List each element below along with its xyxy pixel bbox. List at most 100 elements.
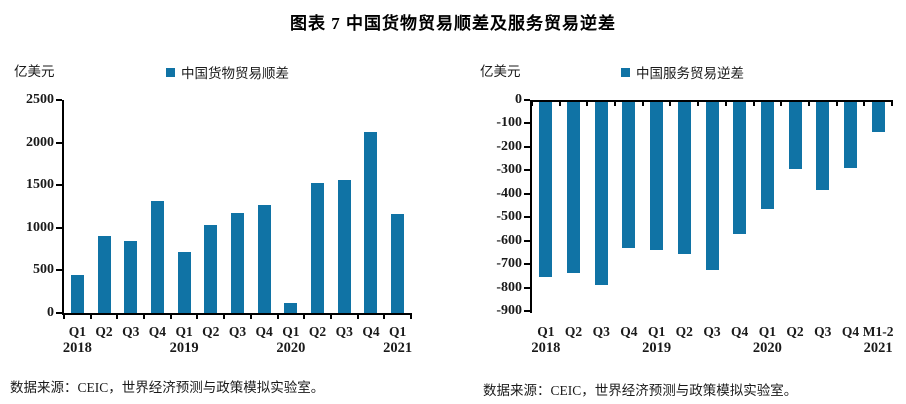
x-axis-tick [196, 315, 199, 319]
x-axis-tick-label: Q1 [282, 324, 300, 339]
x-axis-tick-label: Q1 [175, 324, 193, 339]
x-axis-tick [116, 315, 119, 319]
y-axis-tick [524, 239, 530, 242]
y-axis-tick [524, 192, 530, 195]
x-axis-tick [863, 102, 866, 106]
bar [567, 102, 581, 274]
y-axis-tick [56, 226, 62, 229]
x-axis-year-label: 2019 [169, 340, 199, 356]
x-axis-tick-label: Q2 [786, 324, 804, 339]
x-axis-tick [697, 102, 700, 106]
x-axis-tick-label: Q1 [389, 324, 407, 339]
y-axis-tick [524, 216, 530, 219]
y-axis-tick [56, 312, 62, 314]
x-axis-tick-label: Q4 [620, 324, 638, 339]
x-axis-tick-label: Q4 [731, 324, 749, 339]
x-axis-tick-label: Q2 [308, 324, 327, 339]
legend-marker-icon [621, 67, 630, 77]
y-axis-tick [56, 99, 62, 101]
x-axis-tick [531, 102, 533, 106]
y-axis-tick-label: -400 [496, 185, 522, 201]
x-axis-year-label: 2018 [62, 340, 92, 356]
goods-trade-chart: 亿美元 中国货物贸易顺差 2500 2000 1500 1000 500 0 Q1 Q2 Q3 Q… [10, 64, 412, 395]
y-axis-tick-label: -700 [496, 256, 522, 272]
y-axis-tick-label: 1500 [26, 177, 54, 193]
bar [539, 102, 553, 277]
x-axis-tick-label: M1-2 [862, 324, 894, 339]
legend-label: 中国货物贸易顺差 [181, 66, 289, 81]
x-axis-tick [89, 315, 92, 319]
x-axis-tick [641, 102, 644, 106]
bar [788, 102, 802, 170]
x-axis-tick-label: Q4 [255, 324, 273, 339]
y-axis-tick-label: -500 [496, 209, 522, 225]
source-note: 数据来源：CEIC，世界经济预测与政策模拟实验室。 [483, 383, 798, 398]
x-axis-tick-label: Q2 [675, 324, 693, 339]
y-axis-tick [524, 169, 530, 172]
bar [337, 180, 351, 313]
goods-trade-plot-area: 2500 2000 1500 1000 500 0 Q1 Q2 Q3 Q4 Q1 Q2 Q3 Q4 Q1 Q2… [26, 92, 412, 356]
x-axis-tick-label: Q3 [228, 324, 247, 339]
x-axis-line [530, 100, 893, 102]
y-axis-tick [56, 141, 62, 144]
y-axis-line [530, 100, 532, 313]
x-axis-tick [303, 315, 306, 319]
bar [705, 102, 719, 270]
x-axis-tick-label: Q2 [202, 324, 220, 339]
x-axis-tick-label: Q3 [703, 324, 721, 339]
x-axis-tick [383, 315, 386, 319]
x-axis-tick-label: Q3 [592, 324, 610, 339]
y-axis-tick-label: -200 [496, 138, 522, 154]
bar [231, 212, 244, 313]
bar [311, 183, 325, 313]
legend-label: 中国服务贸易逆差 [636, 66, 744, 81]
x-axis-tick [558, 102, 561, 106]
bar [650, 102, 664, 251]
y-axis-tick-label: -300 [496, 162, 522, 178]
bar [70, 275, 84, 313]
bar [391, 214, 405, 313]
y-axis-tick-label: -600 [496, 232, 522, 248]
x-axis-tick [669, 102, 672, 106]
bar [177, 251, 191, 313]
x-axis-tick-label: Q3 [814, 324, 832, 339]
y-axis-tick [524, 99, 530, 101]
y-axis-tick [56, 184, 62, 187]
bar [843, 102, 857, 168]
x-axis-tick-label: Q1 [647, 324, 666, 339]
x-axis-year-label: 2020 [276, 340, 306, 356]
services-trade-plot-area: 0 -100 -200 -300 -400 -500 -600 -700 -800 -900 Q1 Q… [453, 0, 906, 404]
x-axis-year-label: 2020 [752, 340, 782, 356]
x-axis-tick [169, 315, 172, 319]
x-axis-tick [807, 102, 810, 106]
bar [204, 224, 218, 313]
bar [364, 132, 378, 313]
x-axis-line [62, 313, 412, 315]
y-axis-tick [524, 122, 530, 125]
y-axis-tick-label: -100 [496, 115, 522, 131]
x-axis-tick-label: Q4 [148, 324, 167, 339]
bar [284, 303, 298, 313]
x-axis-tick [586, 102, 589, 106]
x-axis-tick [614, 102, 617, 106]
x-axis-tick-label: Q1 [758, 324, 776, 339]
y-axis-tick-label: 0 [515, 92, 522, 107]
y-axis-tick [56, 269, 62, 272]
bar [622, 102, 636, 248]
figure-title: 图表 7 中国货物贸易顺差及服务贸易逆差 [290, 14, 616, 33]
x-axis-tick [143, 315, 146, 319]
x-axis-year-label: 2021 [863, 340, 893, 356]
y-axis-tick-label: 500 [33, 262, 54, 278]
x-axis-tick-label: Q1 [537, 324, 555, 339]
x-axis-tick [891, 102, 893, 106]
x-axis-tick-label: Q3 [122, 324, 140, 339]
x-axis-tick [249, 315, 252, 319]
x-axis-tick-label: Q4 [362, 324, 380, 339]
x-axis-year-label: 2019 [642, 340, 672, 356]
x-axis-tick-label: Q2 [564, 324, 583, 339]
y-axis-unit-label: 亿美元 [14, 64, 55, 79]
x-axis-tick [835, 102, 838, 106]
x-axis-tick [329, 315, 332, 319]
x-axis-tick-label: Q4 [841, 324, 860, 339]
